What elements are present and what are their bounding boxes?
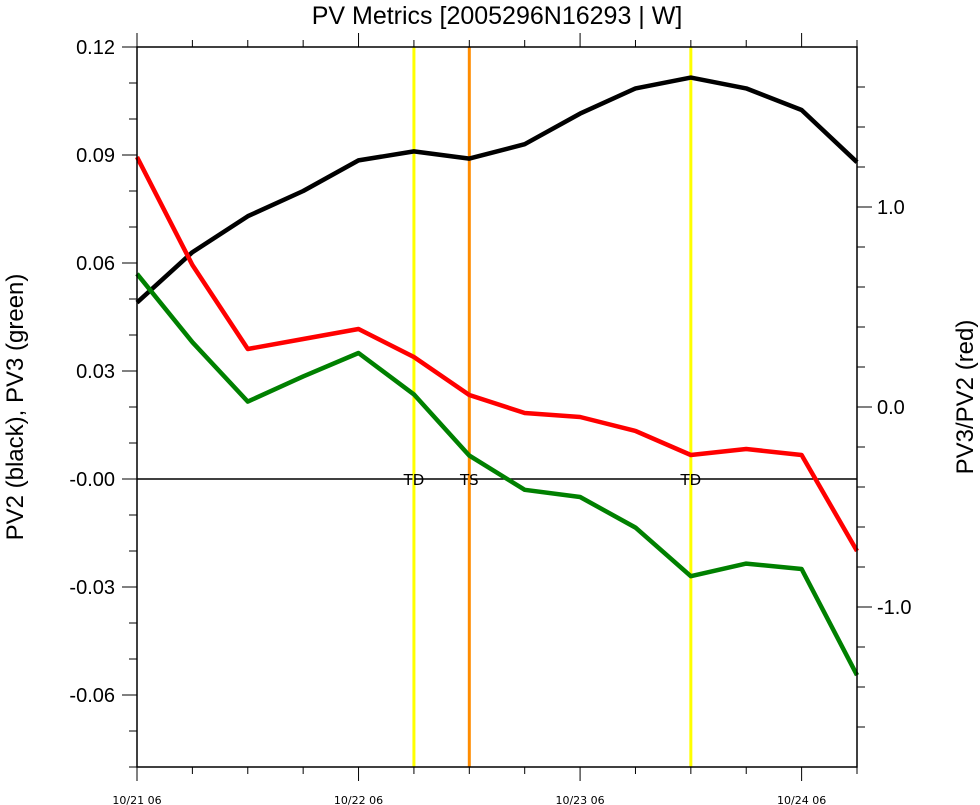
stage-marker-label-2: TD: [679, 471, 701, 489]
chart-title: PV Metrics [2005296N16293 | W]: [312, 2, 683, 30]
y-right-tick-label-0: 1.0: [877, 197, 905, 219]
tick-labels: 0.12 0.09 0.06 0.03 -0.00 -0.03 -0.06 1.0 0.0 -1.…: [69, 37, 911, 805]
y-axis-label-right: PV3/PV2 (red): [952, 320, 979, 475]
plot-frame: [136, 46, 858, 768]
vertical-marker-lines: [137, 47, 857, 767]
y-axis-label-left: PV2 (black), PV3 (green): [2, 274, 29, 541]
x-tick-label-3: 10/24 06: [777, 794, 826, 805]
y-left-tick-label-5: -0.03: [69, 577, 115, 599]
y-left-tick-label-2: 0.06: [76, 253, 115, 275]
axes: [122, 33, 872, 781]
stage-marker-label-0: TD: [403, 471, 425, 489]
y-left-tick-label-3: 0.03: [76, 361, 115, 383]
y-right-tick-label-2: -1.0: [877, 597, 911, 619]
series-line-2: [134, 155, 859, 553]
y-right-tick-label-1: 0.0: [877, 397, 905, 419]
data-series: [134, 75, 859, 677]
y-left-tick-label-1: 0.09: [76, 145, 115, 167]
y-left-tick-label-6: -0.06: [69, 685, 115, 707]
stage-marker-label-1: TS: [459, 471, 479, 489]
series-line-0: [135, 75, 859, 305]
y-left-tick-label-0: 0.12: [76, 37, 115, 59]
y-left-tick-label-4: -0.00: [69, 469, 115, 491]
x-tick-label-1: 10/22 06: [334, 794, 383, 805]
x-tick-label-0: 10/21 06: [112, 794, 161, 805]
x-tick-label-2: 10/23 06: [555, 794, 604, 805]
series-line-1: [135, 272, 859, 677]
